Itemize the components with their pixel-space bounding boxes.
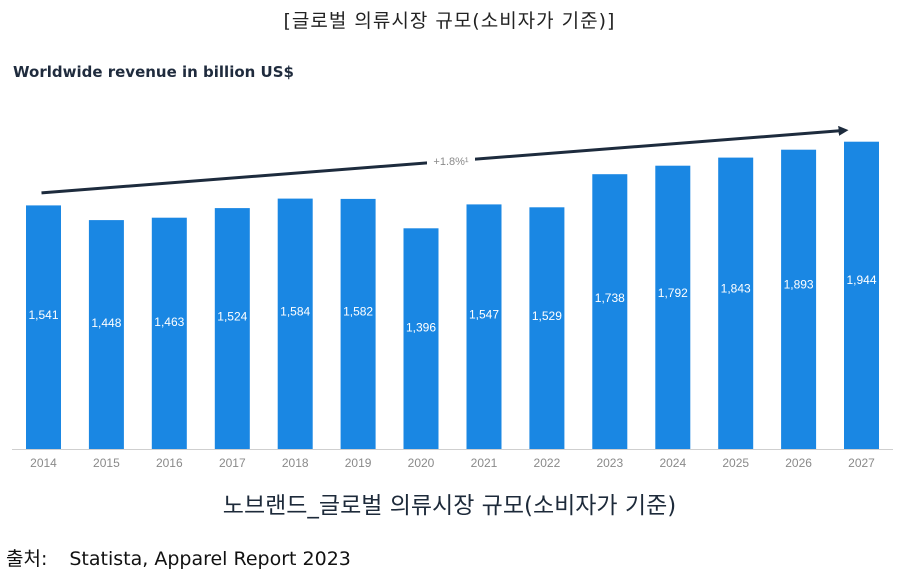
bar-2014 [26,205,61,449]
x-tick-label: 2020 [408,456,435,470]
figure-caption: 노브랜드_글로벌 의류시장 규모(소비자가 기준) [222,493,677,519]
bar-2021 [466,204,502,449]
bar-2017 [214,208,250,449]
bar-value-label: 1,843 [721,282,751,296]
x-tick-label: 2016 [156,456,183,470]
bar-value-label: 1,396 [406,321,436,335]
trend-arrow-layer: +1.8%¹ [41,125,849,195]
bar-2025 [718,157,754,449]
bar-value-label: 1,792 [658,286,688,300]
bar-2023 [592,174,628,449]
x-tick-label: 2015 [93,456,120,470]
tick-labels-layer: 2014 2015 2016 2017 2018 2019 2020 2021 2022 2023… [30,456,875,470]
x-tick-label: 2027 [848,456,875,470]
bar-2015 [88,220,124,449]
x-tick-label: 2023 [596,456,623,470]
x-tick-label: 2021 [471,456,498,470]
bar-2019 [340,198,376,449]
bar-value-label: 1,524 [217,310,247,324]
bar-value-label: 1,582 [343,304,373,318]
trend-label: +1.8%¹ [433,156,468,168]
bar-value-label: 1,529 [532,309,562,323]
bar-2022 [529,207,565,449]
value-labels-layer: 1,541 1,448 1,463 1,524 1,584 1,582 1,396 1,547… [28,273,876,335]
source-label: 출처: [6,548,48,570]
x-tick-label: 2019 [345,456,372,470]
chart-subtitle: Worldwide revenue in billion US$ [13,63,294,81]
source-text: Statista, Apparel Report 2023 [69,548,351,570]
bar-2026 [781,149,817,449]
x-tick-label: 2014 [30,456,57,470]
bar-2027 [844,141,879,449]
bar-value-label: 1,541 [28,308,58,322]
x-tick-label: 2024 [659,456,686,470]
bar-value-label: 1,547 [469,308,499,322]
top-caption: [글로벌 의류시장 규모(소비자가 기준)] [283,10,616,32]
bar-value-label: 1,584 [280,304,310,318]
bar-value-label: 1,463 [154,315,184,329]
trend-label-background [427,152,475,170]
bar-value-label: 1,448 [91,316,121,330]
x-tick-label: 2018 [282,456,309,470]
bar-2024 [655,165,691,449]
x-tick-label: 2022 [534,456,561,470]
x-tick-label: 2017 [219,456,246,470]
bar-value-label: 1,893 [784,277,814,291]
bar-2018 [277,198,313,449]
x-tick-label: 2025 [722,456,749,470]
revenue-bar-chart: 1,541 1,448 1,463 1,524 1,584 1,582 1,396 1,547… [12,125,893,470]
bars-layer [26,141,879,449]
bar-value-label: 1,738 [595,291,625,305]
source-line: 출처: Statista, Apparel Report 2023 [6,544,351,571]
bar-value-label: 1,944 [846,273,876,287]
x-tick-label: 2026 [785,456,812,470]
bar-2020 [403,228,439,449]
bar-2016 [151,217,187,449]
